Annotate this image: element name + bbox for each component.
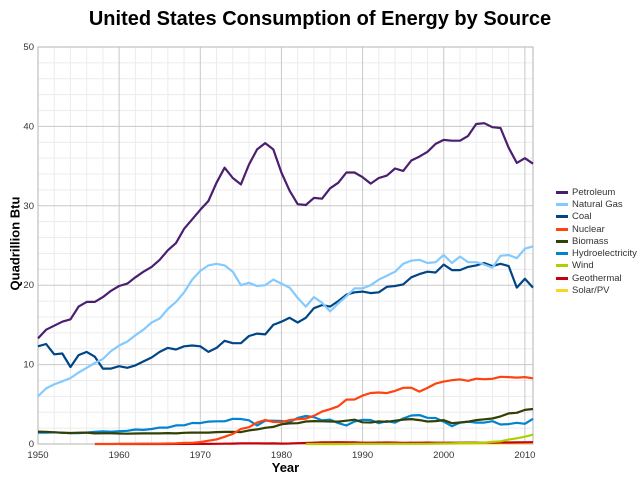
x-tick-label: 1980 bbox=[271, 450, 292, 461]
plot-frame bbox=[37, 46, 534, 445]
legend-swatch bbox=[556, 239, 568, 243]
series-line-natural-gas bbox=[37, 245, 534, 398]
legend-item: Wind bbox=[556, 260, 637, 272]
legend-item: Solar/PV bbox=[556, 284, 637, 296]
legend-item: Geothermal bbox=[556, 272, 637, 284]
legend-item: Petroleum bbox=[556, 186, 637, 198]
legend-swatch bbox=[556, 264, 568, 268]
y-tick-label: 10 bbox=[23, 360, 34, 371]
legend-label: Nuclear bbox=[572, 223, 605, 235]
legend-item: Natural Gas bbox=[556, 198, 637, 210]
legend-label: Coal bbox=[572, 211, 592, 223]
y-tick-label: 40 bbox=[23, 121, 34, 132]
legend-swatch bbox=[556, 202, 568, 206]
legend-swatch bbox=[556, 227, 568, 231]
legend-item: Hydroelectricity bbox=[556, 247, 637, 259]
legend-label: Geothermal bbox=[572, 272, 622, 284]
series-line-nuclear bbox=[94, 375, 534, 446]
legend-label: Hydroelectricity bbox=[572, 248, 637, 260]
series-line-coal bbox=[37, 261, 534, 370]
legend-item: Biomass bbox=[556, 235, 637, 247]
legend-item: Nuclear bbox=[556, 223, 637, 235]
series-line-petroleum bbox=[37, 122, 534, 340]
legend-label: Wind bbox=[572, 260, 594, 272]
x-tick-label: 1950 bbox=[27, 450, 48, 461]
y-tick-label: 30 bbox=[23, 201, 34, 212]
legend-swatch bbox=[556, 289, 568, 293]
series-line-wind bbox=[305, 433, 534, 446]
legend: Petroleum Natural Gas Coal Nuclear Biomass Hy… bbox=[556, 186, 637, 297]
legend-swatch bbox=[556, 276, 568, 280]
legend-item: Coal bbox=[556, 211, 637, 223]
x-axis-label: Year bbox=[271, 460, 300, 475]
y-tick-label: 0 bbox=[29, 439, 34, 450]
x-tick-label: 1960 bbox=[109, 450, 130, 461]
legend-swatch bbox=[556, 190, 568, 194]
x-tick-label: 1970 bbox=[190, 450, 211, 461]
y-tick-label: 20 bbox=[23, 280, 34, 291]
x-tick-label: 1990 bbox=[352, 450, 373, 461]
chart-title: United States Consumption of Energy by S… bbox=[88, 8, 552, 30]
series-line-biomass bbox=[37, 407, 534, 435]
x-tick-label: 2000 bbox=[433, 450, 454, 461]
legend-swatch bbox=[556, 215, 568, 219]
legend-label: Biomass bbox=[572, 235, 609, 247]
legend-label: Natural Gas bbox=[572, 198, 623, 210]
legend-swatch bbox=[556, 252, 568, 256]
legend-label: Solar/PV bbox=[572, 285, 610, 297]
y-tick-label: 50 bbox=[23, 42, 34, 53]
x-tick-label: 2010 bbox=[514, 450, 535, 461]
legend-label: Petroleum bbox=[572, 186, 616, 198]
